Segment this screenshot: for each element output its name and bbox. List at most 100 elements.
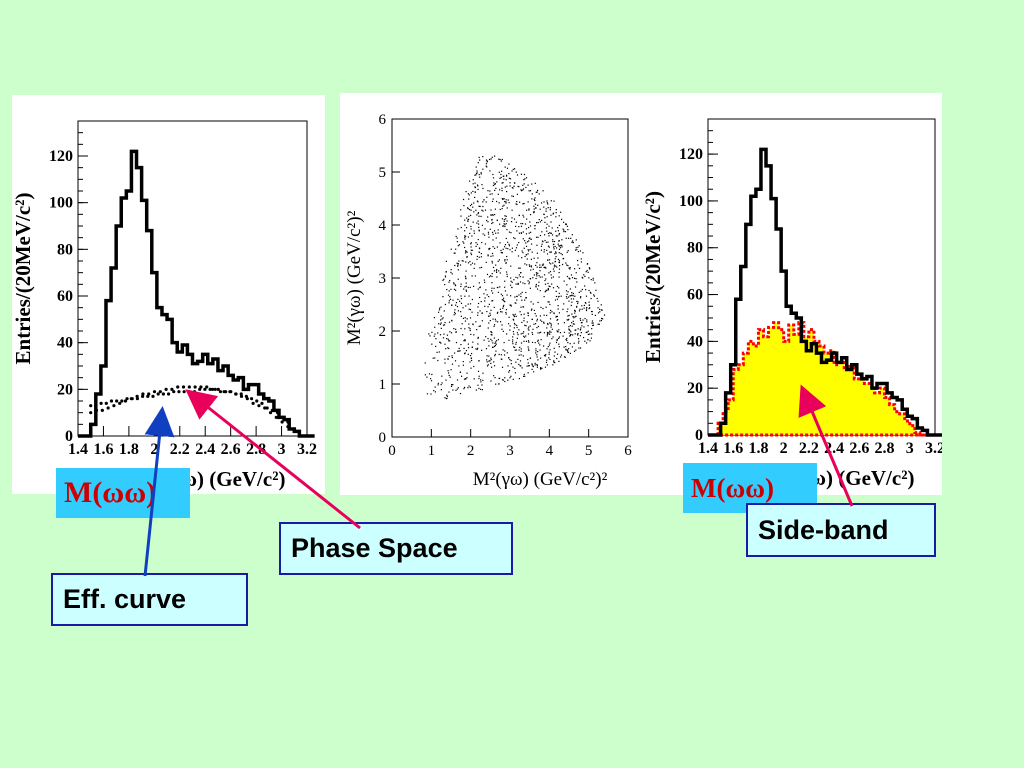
scatter-point <box>566 275 569 278</box>
scatter-point <box>492 198 494 200</box>
scatter-point <box>533 323 535 325</box>
scatter-point <box>524 299 526 301</box>
scatter-point <box>480 388 482 391</box>
scatter-point <box>550 326 552 328</box>
scatter-point <box>439 319 442 321</box>
scatter-point <box>596 297 598 300</box>
scatter-point <box>501 379 504 381</box>
scatter-point <box>521 367 523 369</box>
scatter-point <box>573 309 576 311</box>
scatter-point <box>570 295 572 297</box>
scatter-point <box>531 251 533 253</box>
scatter-point <box>556 339 558 342</box>
scatter-point <box>472 341 474 343</box>
scatter-point <box>523 202 525 205</box>
scatter-point <box>584 340 586 342</box>
scatter-point <box>456 305 459 308</box>
scatter-point <box>559 265 561 267</box>
scatter-point <box>538 193 540 195</box>
scatter-point <box>473 365 475 368</box>
scatter-point <box>443 324 446 326</box>
scatter-point <box>571 325 573 327</box>
scatter-point <box>449 279 451 282</box>
scatter-point <box>487 327 489 329</box>
scatter-point <box>572 315 574 318</box>
scatter-point <box>585 289 587 291</box>
scatter-point <box>571 313 573 315</box>
scatter-point <box>592 279 594 281</box>
scatter-point <box>575 247 577 249</box>
scatter-point <box>569 266 571 269</box>
scatter-point <box>500 354 502 356</box>
scatter-point <box>443 278 445 280</box>
scatter-point <box>554 362 556 364</box>
scatter-point <box>494 342 496 344</box>
scatter-point <box>536 356 538 358</box>
phase-space-curve-point <box>152 390 157 394</box>
scatter-point <box>449 331 451 333</box>
scatter-point <box>491 156 493 158</box>
scatter-point <box>496 276 498 278</box>
scatter-point <box>522 231 524 233</box>
scatter-point <box>576 281 578 283</box>
scatter-point <box>476 222 478 224</box>
scatter-point <box>506 259 508 261</box>
scatter-point <box>485 165 487 167</box>
scatter-point <box>448 355 450 358</box>
scatter-point <box>527 280 529 282</box>
scatter-point <box>478 360 480 362</box>
scatter-point <box>460 315 462 317</box>
scatter-point <box>477 223 480 225</box>
scatter-point <box>546 253 549 255</box>
scatter-point <box>572 242 574 244</box>
scatter-point <box>570 304 572 307</box>
scatter-point <box>474 182 476 184</box>
scatter-point <box>438 307 441 309</box>
scatter-point <box>465 278 467 280</box>
scatter-point <box>453 252 455 254</box>
scatter-point <box>543 201 545 203</box>
scatter-point <box>574 249 577 251</box>
scatter-point <box>490 357 492 359</box>
scatter-point <box>494 377 496 379</box>
scatter-point <box>521 299 523 301</box>
scatter-point <box>585 308 588 310</box>
right-histogram-panel: 0 20 40 60 80 100 120 1.4 1.6 1.8 2 2.2 2.4 2.6 2.8 3 3.… <box>642 93 942 495</box>
scatter-point <box>512 195 515 198</box>
scatter-point <box>531 368 533 371</box>
scatter-point <box>478 377 480 380</box>
scatter-point <box>525 186 527 189</box>
phase-space-curve-point <box>268 411 273 415</box>
scatter-point <box>435 338 437 340</box>
x-tick-label: 0 <box>388 443 396 459</box>
scatter-point <box>440 342 442 344</box>
scatter-point <box>531 198 533 200</box>
scatter-point <box>489 275 492 277</box>
scatter-point <box>499 272 501 274</box>
scatter-point <box>564 231 567 233</box>
scatter-point <box>523 183 525 185</box>
scatter-point <box>442 317 444 319</box>
scatter-point <box>546 216 548 218</box>
scatter-point <box>530 265 532 267</box>
scatter-point <box>481 349 483 351</box>
scatter-point <box>533 211 535 213</box>
scatter-point <box>537 301 539 304</box>
scatter-point <box>524 375 526 377</box>
scatter-point <box>587 333 589 336</box>
scatter-point <box>477 336 479 338</box>
scatter-point <box>518 377 520 380</box>
scatter-point <box>597 300 599 302</box>
scatter-point <box>526 258 528 260</box>
scatter-point <box>490 338 492 340</box>
scatter-point <box>543 332 546 334</box>
scatter-point <box>453 314 455 316</box>
scatter-point <box>549 303 551 306</box>
scatter-point <box>542 241 544 243</box>
scatter-point <box>563 230 565 233</box>
scatter-point <box>527 348 530 350</box>
scatter-point <box>535 236 538 238</box>
scatter-point <box>487 190 489 192</box>
scatter-point <box>448 374 450 377</box>
